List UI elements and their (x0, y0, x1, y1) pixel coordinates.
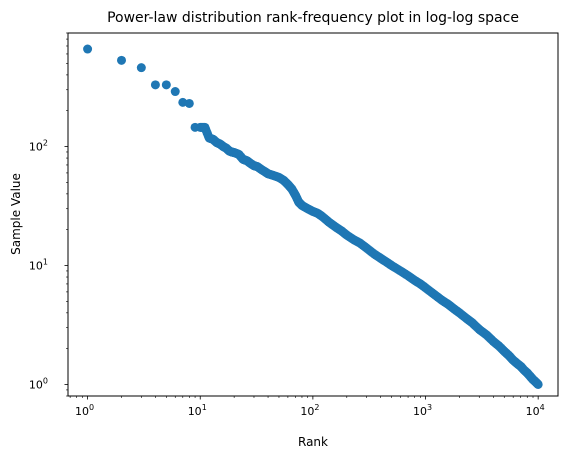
data-point (117, 55, 126, 65)
x-tick-label: 104 (526, 403, 545, 418)
data-point (136, 63, 146, 73)
x-axis-label: Rank (298, 435, 328, 449)
data-point (150, 80, 160, 90)
y-tick-label: 100 (29, 376, 48, 391)
x-tick-label: 100 (75, 403, 94, 418)
points-layer (83, 44, 543, 389)
plot-frame (67, 32, 559, 397)
data-point (83, 44, 93, 54)
y-tick-label: 102 (29, 139, 48, 154)
x-tick-label: 101 (188, 403, 207, 418)
data-point (161, 80, 171, 90)
x-tick-label: 103 (413, 403, 432, 418)
y-axis-label: Sample Value (9, 173, 23, 255)
chart-title: Power-law distribution rank-frequency pl… (107, 10, 519, 26)
y-tick-label: 101 (29, 257, 48, 272)
data-point (170, 87, 180, 97)
y-ticks: 100 101 102 (29, 32, 68, 397)
data-point (184, 98, 194, 108)
x-tick-label: 102 (300, 403, 319, 418)
x-ticks: 100 101 102 103 104 (69, 396, 545, 418)
data-point (533, 379, 543, 389)
